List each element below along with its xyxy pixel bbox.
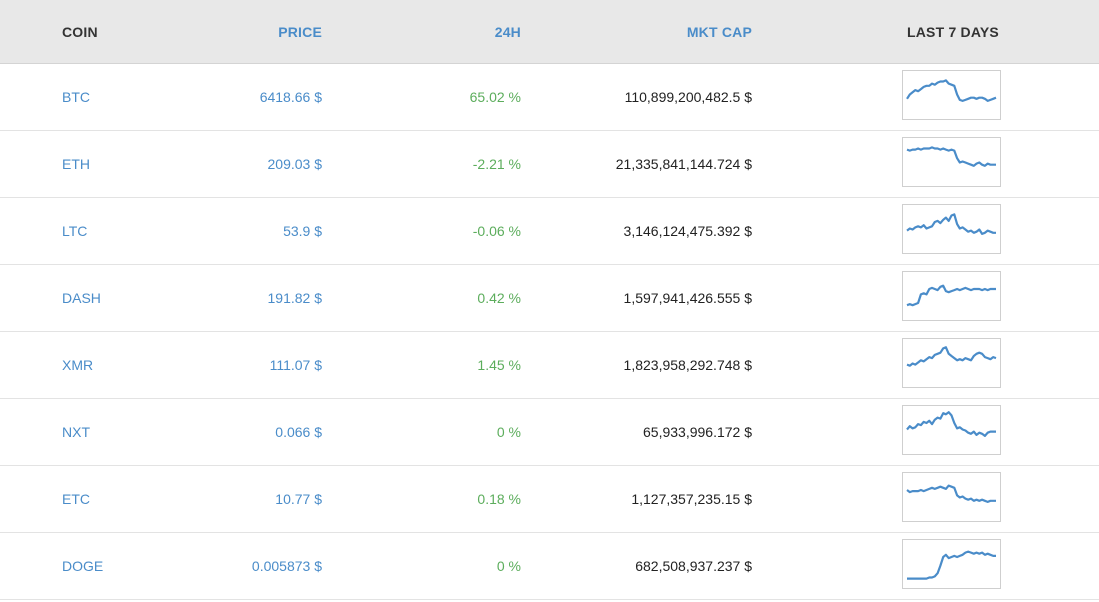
sparkline-7-days xyxy=(902,204,1001,254)
coin-24h-change: -2.21 % xyxy=(472,156,521,172)
header-price[interactable]: PRICE xyxy=(278,24,322,40)
coin-price[interactable]: 209.03 $ xyxy=(267,156,323,172)
table-row[interactable]: XMR 111.07 $ 1.45 % 1,823,958,292.748 $ xyxy=(0,332,1099,399)
table-row[interactable]: DASH 191.82 $ 0.42 % 1,597,941,426.555 $ xyxy=(0,265,1099,332)
table-row[interactable]: LTC 53.9 $ -0.06 % 3,146,124,475.392 $ xyxy=(0,198,1099,265)
sparkline-svg xyxy=(906,146,996,167)
coin-market-cap: 3,146,124,475.392 $ xyxy=(623,223,752,239)
sparkline-svg xyxy=(906,79,997,102)
header-last-7-days: LAST 7 DAYS xyxy=(907,24,999,40)
table-body: BTC 6418.66 $ 65.02 % 110,899,200,482.5 $ ET… xyxy=(0,64,1099,600)
table-row[interactable]: BTC 6418.66 $ 65.02 % 110,899,200,482.5 $ xyxy=(0,64,1099,131)
coin-link[interactable]: DASH xyxy=(62,290,101,306)
sparkline-line xyxy=(906,79,997,102)
table-row[interactable]: ETC 10.77 $ 0.18 % 1,127,357,235.15 $ xyxy=(0,466,1099,533)
sparkline-7-days xyxy=(902,539,1001,589)
coin-link[interactable]: BTC xyxy=(62,89,90,105)
table-row[interactable]: NXT 0.066 $ 0 % 65,933,996.172 $ xyxy=(0,399,1099,466)
sparkline-line xyxy=(906,213,996,235)
sparkline-7-days xyxy=(902,405,1001,455)
coin-market-cap: 110,899,200,482.5 $ xyxy=(624,89,752,105)
coin-market-cap: 65,933,996.172 $ xyxy=(643,424,752,440)
sparkline-7-days xyxy=(902,472,1001,522)
sparkline-line xyxy=(906,411,996,437)
header-24h[interactable]: 24H xyxy=(494,24,521,40)
coin-market-cap: 1,127,357,235.15 $ xyxy=(631,491,752,507)
coin-market-cap: 21,335,841,144.724 $ xyxy=(615,156,752,172)
coin-link[interactable]: LTC xyxy=(62,223,88,239)
coin-price[interactable]: 53.9 $ xyxy=(283,223,322,239)
coin-24h-change: 0 % xyxy=(496,424,521,440)
coin-link[interactable]: ETC xyxy=(62,491,90,507)
coin-24h-change: 0 % xyxy=(496,558,521,574)
sparkline-line xyxy=(906,484,996,503)
sparkline-svg xyxy=(906,213,996,235)
sparkline-svg xyxy=(906,346,997,367)
sparkline-svg xyxy=(906,284,996,307)
coin-price[interactable]: 0.066 $ xyxy=(275,424,322,440)
sparkline-svg xyxy=(906,411,996,437)
coin-link[interactable]: XMR xyxy=(62,357,94,373)
sparkline-7-days xyxy=(902,70,1001,120)
sparkline-7-days xyxy=(902,338,1001,388)
coin-link[interactable]: NXT xyxy=(62,424,90,440)
sparkline-line xyxy=(906,146,996,167)
coin-24h-change: 65.02 % xyxy=(469,89,521,105)
header-coin[interactable]: COIN xyxy=(62,24,98,40)
coin-24h-change: -0.06 % xyxy=(472,223,521,239)
sparkline-line xyxy=(906,284,996,307)
coin-24h-change: 0.18 % xyxy=(477,491,521,507)
sparkline-svg xyxy=(906,484,996,503)
coin-price[interactable]: 0.005873 $ xyxy=(251,558,322,574)
coin-24h-change: 1.45 % xyxy=(477,357,521,373)
sparkline-svg xyxy=(907,550,996,580)
coin-24h-change: 0.42 % xyxy=(477,290,521,306)
header-mktcap[interactable]: MKT CAP xyxy=(686,24,752,40)
sparkline-7-days xyxy=(902,271,1001,321)
sparkline-line xyxy=(906,346,997,367)
table-header: COIN PRICE 24H MKT CAP LAST 7 DAYS xyxy=(0,0,1099,64)
table-row[interactable]: DOGE 0.005873 $ 0 % 682,508,937.237 $ xyxy=(0,533,1099,600)
coin-market-cap: 682,508,937.237 $ xyxy=(635,558,752,574)
coin-price[interactable]: 6418.66 $ xyxy=(259,89,322,105)
table-row[interactable]: ETH 209.03 $ -2.21 % 21,335,841,144.724 $ xyxy=(0,131,1099,198)
sparkline-line xyxy=(907,550,996,580)
coin-link[interactable]: ETH xyxy=(62,156,90,172)
coin-link[interactable]: DOGE xyxy=(62,558,104,574)
coin-price[interactable]: 111.07 $ xyxy=(269,357,322,373)
sparkline-7-days xyxy=(902,137,1001,187)
coin-market-cap: 1,597,941,426.555 $ xyxy=(623,290,752,306)
coin-price[interactable]: 191.82 $ xyxy=(267,290,323,306)
coin-price[interactable]: 10.77 $ xyxy=(275,491,322,507)
coin-market-cap: 1,823,958,292.748 $ xyxy=(623,357,752,373)
